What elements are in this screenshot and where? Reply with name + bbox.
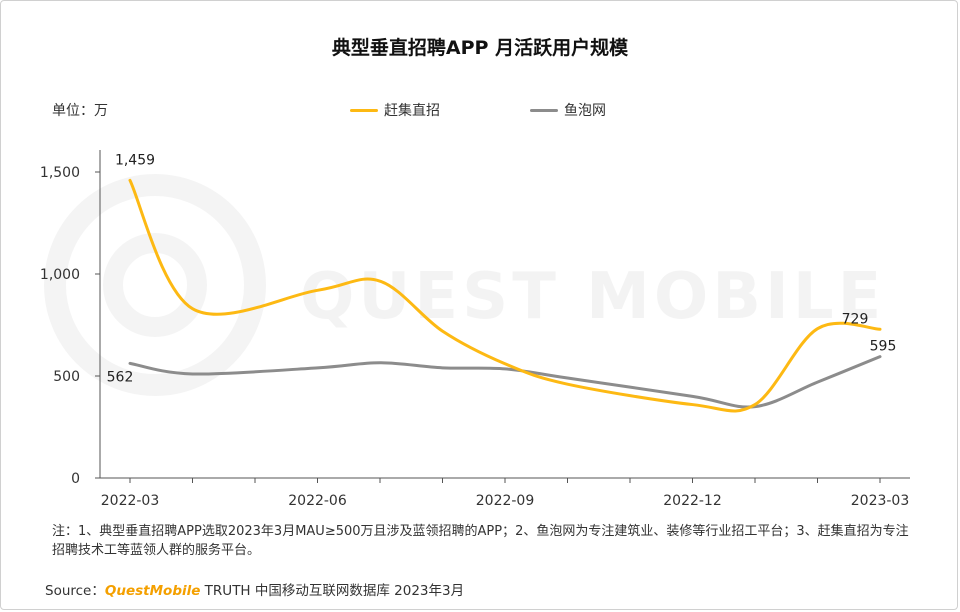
x-tick-label: 2022-03	[101, 493, 160, 509]
data-label: 562	[107, 369, 134, 385]
y-tick-label: 1,000	[40, 267, 80, 283]
legend: 赶集直招 鱼泡网	[350, 100, 606, 120]
source-line: Source：QuestMobile TRUTH 中国移动互联网数据库 2023…	[45, 579, 464, 599]
legend-swatch-yupao	[530, 108, 558, 112]
y-tick-label: 1,500	[40, 165, 80, 181]
source-brand: QuestMobile	[104, 583, 201, 599]
watermark-text: QUEST MOBILE	[300, 260, 885, 334]
data-label: 595	[870, 339, 897, 355]
legend-item-ganji: 赶集直招	[350, 100, 440, 120]
source-suffix: TRUTH 中国移动互联网数据库 2023年3月	[200, 583, 465, 599]
footnote: 注：1、典型垂直招聘APP选取2023年3月MAU≥500万且涉及蓝领招聘的AP…	[52, 524, 909, 558]
x-tick-label: 2022-12	[663, 493, 722, 509]
data-label: 729	[842, 311, 869, 327]
unit-label: 单位：万	[52, 103, 108, 119]
x-tick-label: 2022-09	[476, 493, 535, 509]
legend-item-yupao: 鱼泡网	[530, 100, 606, 120]
y-tick-label: 500	[53, 369, 80, 385]
data-label: 1,459	[115, 152, 155, 168]
x-tick-label: 2023-03	[851, 493, 910, 509]
legend-swatch-ganji	[350, 108, 378, 112]
source-prefix: Source：	[45, 583, 105, 599]
x-tick-label: 2022-06	[288, 493, 347, 509]
watermark: QUEST MOBILE	[44, 174, 885, 396]
line-yupaowang	[128, 355, 882, 409]
legend-label-ganji: 赶集直招	[384, 103, 440, 119]
y-tick-label: 0	[71, 471, 80, 487]
line-ganji-zhizhao	[128, 178, 882, 413]
legend-label-yupao: 鱼泡网	[564, 103, 606, 119]
chart-title: 典型垂直招聘APP 月活跃用户规模	[331, 37, 629, 59]
